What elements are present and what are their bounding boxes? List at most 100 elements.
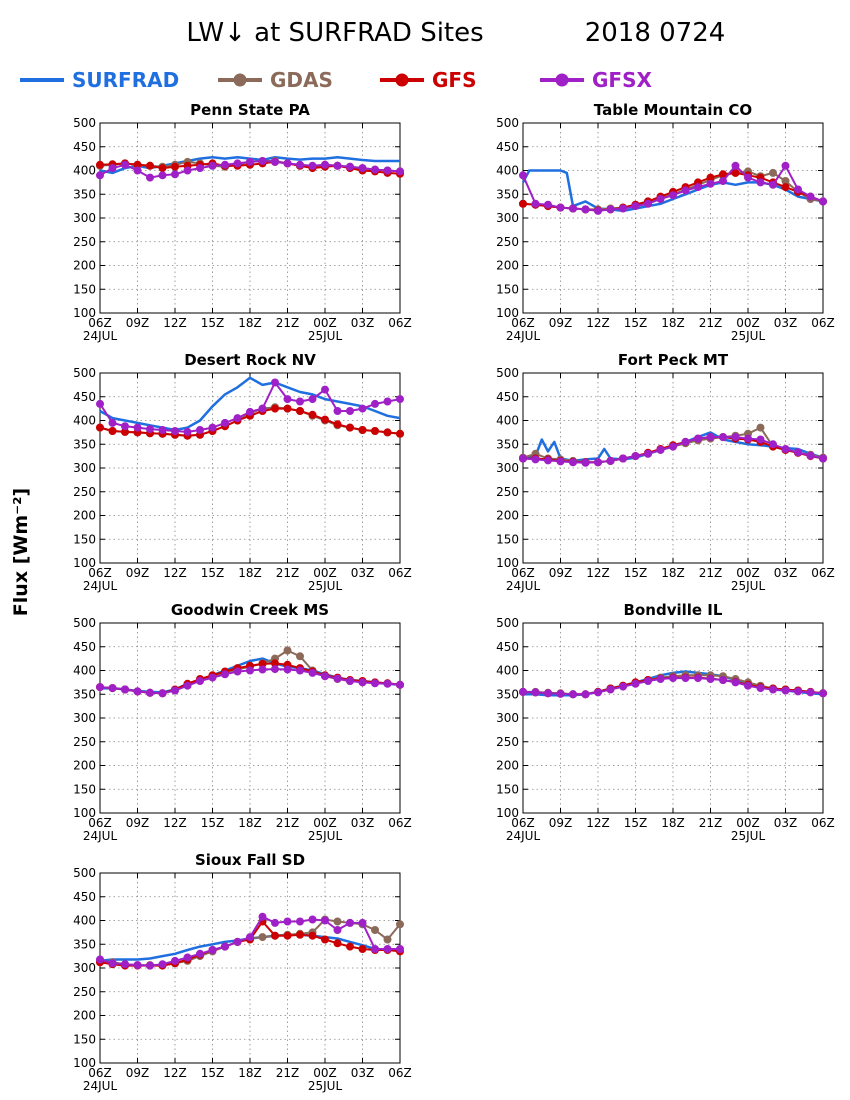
data-point bbox=[569, 458, 577, 467]
data-point bbox=[694, 674, 702, 683]
x-date-label: 24JUL bbox=[83, 579, 118, 593]
data-point bbox=[781, 183, 790, 192]
data-point bbox=[781, 161, 790, 170]
x-tick-label: 21Z bbox=[699, 316, 723, 330]
data-point bbox=[221, 942, 229, 951]
data-point bbox=[519, 171, 527, 180]
data-point bbox=[383, 945, 392, 953]
data-point bbox=[358, 945, 367, 953]
data-point bbox=[296, 930, 304, 939]
data-point bbox=[133, 166, 142, 175]
data-point bbox=[594, 206, 602, 215]
x-date-label: 24JUL bbox=[83, 829, 118, 843]
x-tick-label: 18Z bbox=[661, 816, 685, 830]
data-point bbox=[531, 455, 540, 464]
data-point bbox=[283, 917, 292, 926]
y-tick-label: 450 bbox=[73, 640, 96, 654]
data-point bbox=[346, 407, 354, 415]
y-tick-label: 100 bbox=[73, 556, 96, 570]
panel-penn-state-pa: Penn State PA 06Z 09Z 12Z 15Z 18Z 21Z 00Z 03Z 06Z… bbox=[73, 101, 412, 343]
data-point bbox=[283, 646, 292, 655]
data-point bbox=[358, 918, 367, 927]
x-date-label: 24JUL bbox=[506, 329, 541, 343]
data-point bbox=[208, 423, 217, 432]
x-tick-label: 21Z bbox=[276, 816, 300, 830]
data-point bbox=[594, 458, 602, 467]
x-tick-label: 21Z bbox=[276, 566, 300, 580]
x-date-label: 24JUL bbox=[83, 329, 118, 343]
data-point bbox=[383, 397, 392, 406]
data-point bbox=[321, 160, 329, 169]
y-axis-label: Flux [Wm⁻²] bbox=[10, 488, 32, 616]
data-point bbox=[358, 678, 367, 687]
data-point bbox=[271, 157, 279, 166]
data-point bbox=[806, 688, 815, 697]
data-point bbox=[383, 428, 392, 437]
series-line-surfrad bbox=[99, 376, 401, 432]
x-tick-label: 06Z bbox=[388, 316, 412, 330]
data-point bbox=[146, 688, 154, 697]
data-point bbox=[271, 665, 279, 674]
panel-title: Fort Peck MT bbox=[618, 351, 729, 369]
data-point bbox=[346, 162, 354, 171]
data-point bbox=[396, 945, 404, 953]
data-point bbox=[171, 956, 179, 965]
x-tick-label: 00Z bbox=[736, 566, 760, 580]
x-tick-label: 09Z bbox=[549, 566, 573, 580]
y-tick-label: 300 bbox=[73, 211, 96, 225]
data-point bbox=[706, 675, 715, 683]
x-tick-label: 15Z bbox=[624, 816, 648, 830]
panel-table-mountain-co: Table Mountain CO 06Z 09Z 12Z 15Z 18Z 21Z 00Z 03… bbox=[496, 101, 835, 343]
data-point bbox=[283, 159, 292, 168]
data-point bbox=[756, 435, 765, 444]
data-point bbox=[769, 168, 777, 177]
data-point bbox=[644, 449, 652, 458]
y-tick-label: 500 bbox=[496, 616, 519, 630]
data-point bbox=[258, 912, 267, 921]
y-tick-label: 350 bbox=[73, 187, 96, 201]
data-point bbox=[619, 204, 627, 213]
data-point bbox=[308, 668, 317, 677]
data-point bbox=[171, 686, 179, 695]
y-tick-label: 450 bbox=[496, 640, 519, 654]
data-point bbox=[221, 418, 229, 427]
legend-item-gdas: GDAS bbox=[218, 68, 333, 92]
data-point bbox=[731, 678, 740, 687]
data-point bbox=[96, 160, 104, 169]
x-tick-label: 00Z bbox=[313, 316, 337, 330]
data-point bbox=[644, 677, 652, 685]
data-point bbox=[133, 961, 142, 970]
data-point bbox=[283, 404, 292, 413]
data-point bbox=[196, 164, 204, 173]
x-tick-label: 15Z bbox=[624, 316, 648, 330]
data-point bbox=[121, 685, 129, 694]
x-tick-label: 00Z bbox=[736, 316, 760, 330]
data-point bbox=[321, 672, 329, 681]
x-tick-label: 06Z bbox=[88, 316, 112, 330]
x-tick-label: 03Z bbox=[351, 1066, 375, 1080]
data-point bbox=[371, 399, 379, 408]
legend-item-gfs: GFS bbox=[380, 68, 476, 92]
data-point bbox=[731, 168, 740, 177]
data-point bbox=[581, 690, 590, 699]
legend-item-gfsx: GFSX bbox=[540, 68, 652, 92]
data-point bbox=[196, 949, 204, 958]
data-point bbox=[246, 157, 254, 166]
data-point bbox=[171, 162, 179, 171]
x-tick-label: 06Z bbox=[511, 816, 535, 830]
data-point bbox=[819, 689, 827, 698]
x-tick-label: 03Z bbox=[351, 316, 375, 330]
y-tick-label: 250 bbox=[496, 735, 519, 749]
data-point bbox=[183, 681, 192, 690]
data-point bbox=[806, 451, 815, 460]
y-tick-label: 350 bbox=[496, 187, 519, 201]
data-point bbox=[656, 445, 665, 454]
y-tick-label: 400 bbox=[73, 914, 96, 928]
x-tick-label: 09Z bbox=[126, 1066, 150, 1080]
data-point bbox=[396, 680, 404, 689]
y-tick-label: 400 bbox=[73, 414, 96, 428]
x-tick-label: 09Z bbox=[549, 316, 573, 330]
panel-title: Table Mountain CO bbox=[594, 101, 752, 119]
x-tick-label: 03Z bbox=[774, 816, 798, 830]
data-point bbox=[744, 173, 752, 182]
